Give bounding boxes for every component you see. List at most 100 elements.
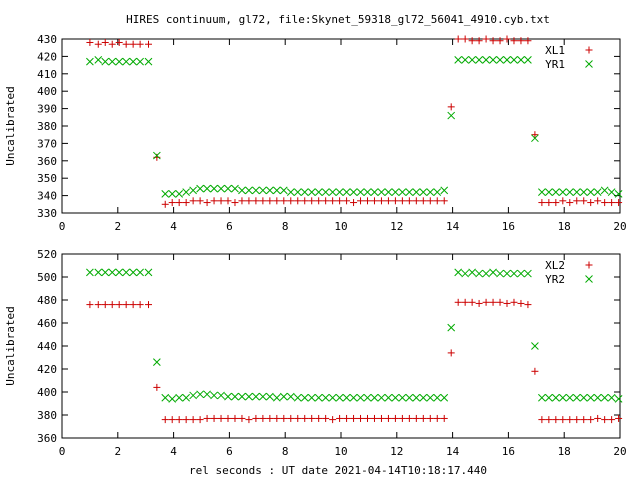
data-point [144,268,153,277]
data-point [391,414,399,422]
data-point [447,323,456,332]
data-point [217,184,225,193]
x-tick-label: 18 [558,220,571,233]
data-point [384,188,393,196]
data-point [122,301,130,309]
data-point [405,197,413,205]
data-point [259,186,267,195]
data-point [545,393,553,402]
data-point [607,188,616,196]
data-point [252,414,260,422]
data-point [510,269,518,278]
data-point [496,56,504,64]
y-tick-label: 360 [37,155,57,168]
data-point [440,186,449,195]
data-point [517,269,525,278]
data-point [307,393,316,402]
data-point [129,268,137,277]
data-point [454,35,462,43]
data-point [182,188,191,196]
x-tick-label: 12 [390,445,403,458]
x-tick-label: 12 [390,220,403,233]
data-point [552,416,560,424]
data-point [545,416,553,424]
data-point [182,393,191,402]
data-point [122,57,131,66]
data-point [294,197,302,205]
data-point [322,414,330,422]
data-point [510,37,518,45]
data-point [454,298,462,306]
data-point [593,393,602,402]
data-point [175,416,183,424]
x-tick-label: 8 [282,220,289,233]
data-point [182,199,190,207]
data-point [475,269,483,278]
x-tick-label: 10 [334,220,347,233]
data-point [196,416,204,424]
data-point [454,268,463,277]
data-point [238,197,246,205]
data-point [482,56,490,64]
data-point [314,393,323,402]
data-point [343,197,351,205]
data-point [531,342,539,350]
data-point [175,393,184,402]
data-point [108,57,117,66]
data-point [440,197,448,205]
data-point [551,393,560,402]
data-point [608,199,616,207]
data-point [279,392,288,401]
data-point [335,393,344,402]
data-point [129,40,137,48]
data-point [272,393,281,402]
data-point [273,197,281,205]
data-point [370,414,378,422]
data-point [615,199,623,207]
data-point [461,269,470,278]
data-point [94,40,102,48]
data-point [224,392,232,401]
data-point [398,393,407,402]
data-point [342,393,351,402]
data-point [196,197,204,205]
x-tick-label: 8 [282,445,289,458]
data-point [245,416,253,424]
data-point [115,38,123,46]
legend-marker-xl1 [585,46,593,54]
data-point [357,197,365,205]
data-point [489,37,497,45]
data-point [398,197,406,205]
data-point [565,393,574,402]
data-point [153,358,161,366]
data-point [573,197,581,205]
data-point [377,188,386,196]
data-point [203,199,211,207]
legend-label-xl2: XL2 [545,259,565,272]
data-point [224,197,232,205]
data-point [308,197,316,205]
data-point [538,199,546,207]
data-point [153,383,161,391]
data-point [405,188,414,196]
y-tick-label: 330 [37,207,57,220]
data-point [175,190,184,198]
data-point [94,56,103,64]
data-point [433,393,442,402]
legend-label-yr1: YR1 [545,58,565,71]
data-point [384,197,392,205]
data-point [510,298,518,306]
data-point [129,301,137,309]
data-point [601,199,609,207]
data-point [224,184,232,193]
data-point [286,188,295,196]
data-point [461,35,469,43]
x-tick-label: 20 [613,445,626,458]
data-point [364,414,372,422]
y-tick-label: 370 [37,137,57,150]
data-point [231,392,239,401]
data-point [101,57,110,66]
data-point [391,197,399,205]
data-point [503,35,511,43]
data-point [252,197,260,205]
